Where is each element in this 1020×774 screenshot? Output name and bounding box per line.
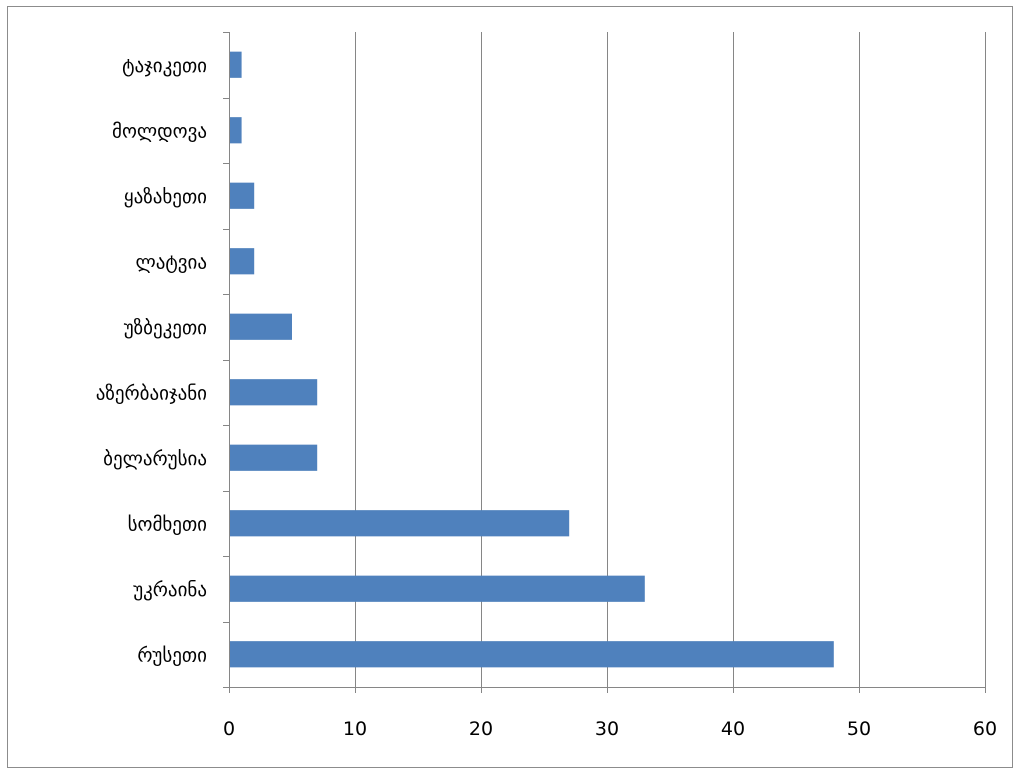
chart-frame	[7, 6, 1013, 768]
bar-10	[229, 51, 242, 78]
y-category-label: ბელარუსია	[103, 448, 207, 470]
bar-2	[229, 575, 645, 602]
x-tick-label: 0	[223, 718, 235, 740]
bar-1	[229, 641, 834, 668]
x-tick-label: 50	[847, 718, 871, 740]
x-tick-label: 30	[595, 718, 619, 740]
y-category-label: ტაჯიკეთი	[122, 55, 207, 77]
y-category-label: უზბეკეთი	[124, 317, 207, 339]
bar-7	[229, 248, 255, 275]
bar-4	[229, 444, 318, 471]
y-category-label: რუსეთი	[137, 644, 207, 666]
bar-5	[229, 379, 318, 406]
x-tick-label: 10	[343, 718, 367, 740]
bar-6	[229, 313, 292, 340]
bar-8	[229, 182, 255, 209]
bar-3	[229, 510, 570, 537]
x-tick-label: 60	[973, 718, 997, 740]
x-tick-label: 20	[469, 718, 493, 740]
y-category-label: უკრაინა	[133, 579, 207, 601]
tick-labels: 0 10 20 30 40 50 60 რუსეთი უკრაინა სომხეთი ბელარუს…	[96, 55, 997, 740]
x-tick-label: 40	[721, 718, 745, 740]
y-category-label: ყაზახეთი	[124, 186, 207, 208]
y-category-label: მოლდოვა	[112, 120, 207, 142]
y-category-label: აზერბაიჯანი	[96, 382, 207, 404]
y-category-label: სომხეთი	[128, 513, 207, 535]
y-category-label: ლატვია	[135, 251, 207, 273]
bars	[229, 51, 834, 668]
axes	[223, 32, 986, 693]
bar-9	[229, 117, 242, 144]
